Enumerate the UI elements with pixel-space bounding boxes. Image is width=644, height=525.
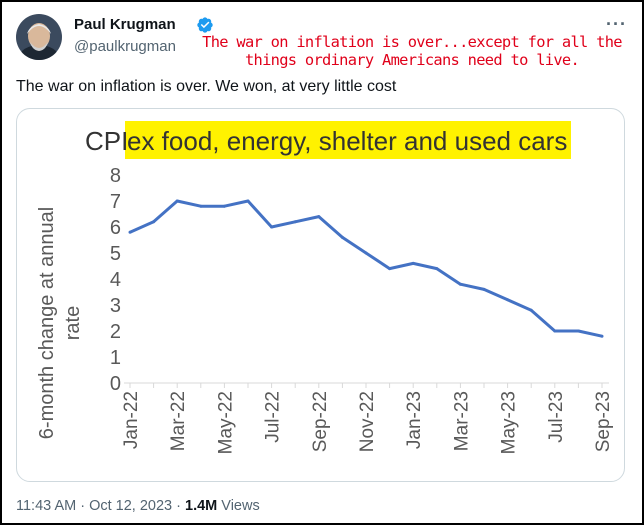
data-point: [576, 329, 580, 333]
verified-badge-icon: [197, 17, 213, 33]
chart-title-highlight-text: ex food, energy, shelter and used cars: [127, 126, 567, 156]
data-point: [222, 204, 226, 208]
y-axis-ticks: 0 1 2 3 4 5 6 7 8: [110, 165, 121, 395]
data-point: [529, 308, 533, 312]
overlay-line-2: things ordinary Americans need to live.: [244, 51, 580, 69]
y-tick-label: 8: [110, 165, 121, 187]
views-count: 1.4M: [185, 498, 218, 514]
data-point: [482, 287, 486, 291]
y-tick-label: 1: [110, 347, 121, 369]
data-point: [435, 267, 439, 271]
y-tick-label: 6: [110, 217, 121, 239]
y-axis-label-line1: 6-month change at annual: [36, 207, 58, 439]
chart-card[interactable]: CPI ex food, energy, shelter and used ca…: [16, 108, 625, 482]
data-point: [411, 261, 415, 265]
y-tick-label: 7: [110, 191, 121, 213]
chart-title-prefix: CPI: [85, 126, 128, 156]
data-point: [553, 329, 557, 333]
data-point: [458, 282, 462, 286]
more-horizontal-icon[interactable]: ···: [606, 14, 627, 34]
tweet-date[interactable]: Oct 12, 2023: [89, 498, 173, 514]
data-point: [317, 215, 321, 219]
x-tick-label: Jan-22: [121, 391, 142, 449]
tweet-text: The war on inflation is over. We won, at…: [16, 78, 397, 95]
x-tick-label: May-22: [215, 391, 236, 454]
data-point: [270, 225, 274, 229]
data-point: [364, 251, 368, 255]
cpi-line-chart: CPI ex food, energy, shelter and used ca…: [36, 121, 614, 454]
y-tick-label: 2: [110, 321, 121, 343]
x-tick-label: Jul-23: [546, 391, 567, 443]
chart-title-highlight: [125, 121, 571, 159]
data-point: [600, 334, 604, 338]
meta-separator: ·: [76, 498, 90, 514]
x-tick-label: Mar-22: [168, 391, 189, 451]
author-name[interactable]: Paul Krugman: [74, 16, 176, 33]
data-point: [293, 220, 297, 224]
data-point: [175, 199, 179, 203]
tweet-time[interactable]: 11:43 AM: [16, 498, 77, 514]
meta-separator-2: ·: [172, 498, 186, 514]
series-line: [129, 199, 603, 338]
y-tick-label: 5: [110, 243, 121, 265]
data-point: [199, 204, 203, 208]
y-tick-label: 0: [110, 373, 121, 395]
x-tick-label: Sep-22: [310, 391, 331, 452]
x-axis-ticks: Jan-22 Mar-22 May-22 Jul-22 Sep-22 Nov-22 Jan-…: [121, 383, 614, 454]
avatar[interactable]: [16, 14, 62, 60]
y-axis-label: 6-month change at annual rate: [36, 207, 84, 439]
tweet-meta: 11:43 AM · Oct 12, 2023 · 1.4M Views: [16, 498, 260, 514]
author-handle[interactable]: @paulkrugman: [74, 38, 176, 55]
x-tick-label: May-23: [499, 391, 520, 454]
avatar-image: [16, 14, 62, 60]
overlay-line-1: The war on inflation is over...except fo…: [202, 33, 622, 51]
y-tick-label: 4: [110, 269, 121, 291]
data-point: [506, 298, 510, 302]
data-point: [388, 267, 392, 271]
overlay-caption: The war on inflation is over...except fo…: [186, 33, 638, 69]
x-tick-label: Jul-22: [263, 391, 284, 443]
x-tick-label: Mar-23: [451, 391, 472, 451]
series-points: [128, 199, 604, 338]
data-point: [152, 220, 156, 224]
data-point: [128, 230, 132, 234]
data-point: [340, 235, 344, 239]
views-label: Views: [221, 498, 260, 514]
y-axis-label-line2: rate: [62, 306, 84, 340]
data-point: [246, 199, 250, 203]
x-tick-label: Nov-22: [357, 391, 378, 452]
x-tick-label: Sep-23: [593, 391, 614, 452]
y-tick-label: 3: [110, 295, 121, 317]
x-tick-label: Jan-23: [404, 391, 425, 449]
